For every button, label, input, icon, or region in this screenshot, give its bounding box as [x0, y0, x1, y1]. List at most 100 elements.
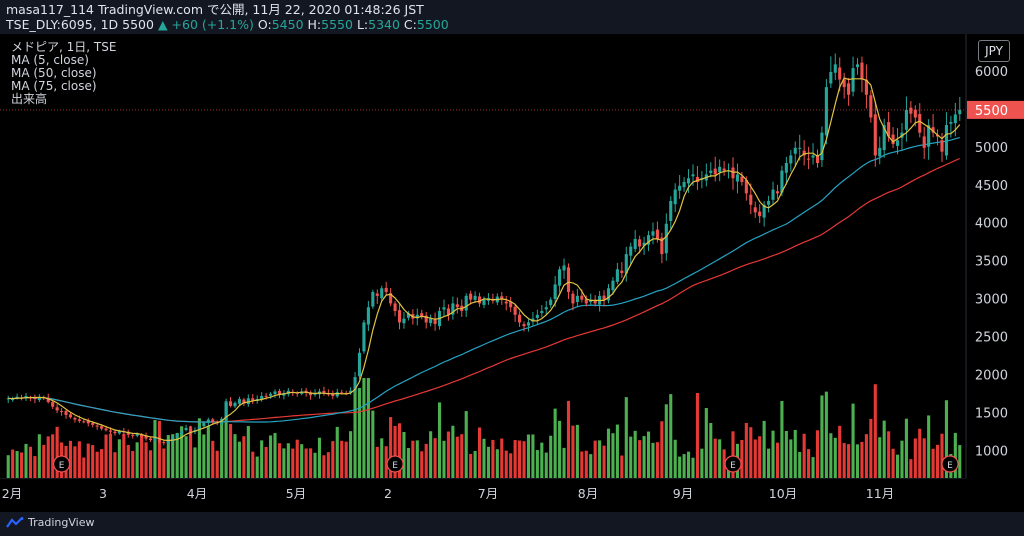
candle-body	[477, 296, 482, 304]
candle-body	[526, 322, 531, 326]
volume-bar	[55, 426, 59, 478]
candle-body	[157, 437, 161, 442]
volume-bar	[269, 435, 273, 478]
volume-bar	[162, 448, 166, 478]
volume-bar	[762, 420, 766, 478]
legend-ma5[interactable]: MA (5, close)	[11, 53, 89, 67]
volume-bar	[855, 444, 860, 478]
candle-body	[251, 398, 255, 401]
earnings-marker-label: E	[392, 461, 398, 471]
volume-bar	[620, 455, 624, 478]
volume-bar	[646, 431, 651, 478]
currency-button[interactable]: JPY	[978, 40, 1010, 62]
volume-bar	[464, 411, 468, 478]
volume-bar	[251, 451, 255, 478]
candle-body	[829, 71, 833, 84]
time-axis-labels: 2月 3 4月 5月 2 7月 8月 9月 10月 11月	[0, 478, 966, 501]
candle-body	[451, 303, 455, 315]
volume-bar	[233, 434, 237, 478]
volume-bar	[704, 408, 708, 478]
volume-bar	[220, 422, 224, 478]
candle-body	[802, 150, 806, 156]
tradingview-brand[interactable]: TradingView	[6, 516, 94, 529]
candle-body	[224, 401, 228, 420]
volume-bar	[188, 426, 193, 478]
earnings-marker-icon	[52, 455, 71, 473]
volume-bar	[455, 436, 459, 478]
legend-ma50[interactable]: MA (50, close)	[11, 66, 97, 80]
volume-bar	[282, 448, 286, 478]
candle-body	[584, 298, 588, 304]
volume-bar	[197, 418, 201, 478]
volume-bar	[264, 446, 268, 478]
candle-body	[277, 390, 282, 395]
time-axis[interactable]	[0, 478, 966, 512]
candle-body	[335, 392, 339, 397]
candle-body	[789, 155, 793, 164]
price-tick-label: 4500	[975, 179, 1008, 194]
earnings-marker-label: E	[947, 461, 953, 471]
candle-body	[504, 301, 508, 304]
volume-bar	[309, 448, 313, 478]
candle-body	[575, 295, 579, 303]
volume-bar	[104, 434, 108, 478]
volume-bar	[509, 453, 513, 478]
candle-body	[606, 288, 611, 301]
candle-body	[811, 155, 815, 158]
legend-volume[interactable]: 出来高	[11, 92, 48, 106]
candle-body	[660, 237, 664, 255]
volume-bar	[144, 442, 148, 478]
volume-bar	[624, 397, 628, 478]
candle-body	[686, 178, 691, 184]
volume-bar	[718, 439, 722, 478]
volume-bar	[771, 430, 775, 478]
volume-bar	[575, 424, 579, 478]
candle-body	[922, 136, 926, 148]
candle-body	[664, 223, 668, 254]
volume-bar	[922, 438, 926, 478]
volume-bar	[166, 435, 170, 478]
volume-bar	[291, 448, 295, 478]
volume-bar	[767, 448, 771, 478]
volume-bar	[651, 442, 655, 478]
candle-body	[397, 310, 402, 323]
volume-bar	[77, 441, 81, 478]
candle-body	[184, 427, 188, 431]
low-label: L:	[356, 17, 369, 32]
candle-body	[473, 295, 477, 300]
volume-bar	[375, 446, 379, 478]
volume-bar	[202, 434, 206, 478]
candle-body	[357, 352, 362, 377]
earnings-marker-icon	[941, 455, 959, 473]
candle-body	[11, 399, 15, 401]
candle-body	[46, 397, 50, 403]
candle-body	[673, 189, 677, 205]
volume-bar	[469, 453, 473, 478]
volume-bar	[33, 456, 37, 478]
candle-body	[269, 393, 273, 396]
candle-body	[104, 428, 108, 431]
volume-bar	[580, 451, 584, 478]
candle-body	[406, 313, 410, 318]
candle-body	[909, 107, 913, 114]
volume-bar	[829, 433, 833, 478]
volume-bar	[558, 420, 562, 478]
legend-ma75[interactable]: MA (75, close)	[11, 79, 97, 93]
volume-bar	[384, 446, 388, 478]
volume-bar	[740, 439, 744, 478]
candle-body	[389, 293, 393, 304]
volume-bar	[891, 448, 895, 478]
price-chart[interactable]: 1000 1500 2000 2500 3000 3500 4000 4500 5000 5500…	[0, 34, 1024, 478]
volume-bar	[340, 440, 344, 478]
volume-bar	[406, 448, 410, 478]
volume-bar	[397, 423, 402, 478]
candle-body	[913, 109, 917, 118]
low-value: 5340	[368, 17, 400, 32]
candle-body	[73, 417, 77, 420]
volume-bar	[322, 455, 326, 478]
volume-bar	[95, 451, 99, 478]
price-tick-label: 2500	[975, 331, 1008, 346]
volume-bar	[482, 438, 486, 478]
volume-bar	[15, 451, 19, 478]
volume-bar	[749, 427, 753, 478]
